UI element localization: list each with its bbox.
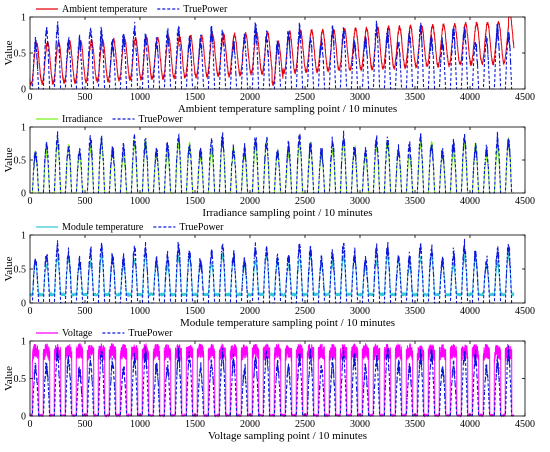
legend-entry: Voltage bbox=[62, 328, 93, 339]
x-tick-label: 500 bbox=[78, 92, 93, 103]
x-tick-label: 2500 bbox=[295, 92, 315, 103]
x-tick-label: 0 bbox=[28, 419, 33, 430]
x-tick-label: 500 bbox=[78, 419, 93, 430]
x-tick-label: 2000 bbox=[240, 306, 260, 317]
x-tick-label: 3500 bbox=[405, 92, 425, 103]
x-tick-label: 2000 bbox=[240, 92, 260, 103]
y-tick-label: 0 bbox=[21, 412, 26, 423]
panel-4: 0 500 1000 1500 2000 2500 3000 3500 4000 4500 0 0.5… bbox=[3, 328, 535, 442]
series-line-voltage bbox=[29, 342, 515, 418]
x-tick-label: 3500 bbox=[405, 196, 425, 207]
legend-entry: TruePower bbox=[183, 4, 228, 15]
legend-entry: TruePower bbox=[139, 114, 184, 125]
x-tick-label: 1000 bbox=[130, 92, 150, 103]
x-tick-label: 4000 bbox=[460, 196, 480, 207]
x-tick-label: 3500 bbox=[405, 306, 425, 317]
x-tick-label: 3000 bbox=[350, 92, 370, 103]
x-tick-label: 1000 bbox=[130, 196, 150, 207]
x-tick-label: 4500 bbox=[515, 419, 535, 430]
x-tick-label: 1500 bbox=[185, 92, 205, 103]
x-tick-label: 3500 bbox=[405, 419, 425, 430]
y-axis-label: Value bbox=[3, 366, 15, 391]
x-tick-label: 3000 bbox=[350, 306, 370, 317]
x-axis-label: Voltage sampling point / 10 minutes bbox=[208, 430, 367, 442]
legend-entry: Module temperature bbox=[62, 222, 144, 233]
x-tick-label: 4500 bbox=[515, 306, 535, 317]
y-axis-label: Value bbox=[3, 40, 15, 65]
x-tick-label: 0 bbox=[28, 92, 33, 103]
legend: Irradiance TruePower bbox=[36, 114, 183, 125]
x-tick-label: 4000 bbox=[460, 306, 480, 317]
y-tick-label: 0.5 bbox=[14, 156, 27, 167]
legend-entry: Irradiance bbox=[62, 114, 103, 125]
x-tick-label: 4000 bbox=[460, 419, 480, 430]
series-line-truepower bbox=[30, 130, 514, 194]
y-tick-label: 1 bbox=[21, 123, 26, 134]
y-tick-label: 0.5 bbox=[14, 374, 27, 385]
x-tick-label: 1500 bbox=[185, 196, 205, 207]
legend-entry: TruePower bbox=[128, 328, 173, 339]
y-axis-label: Value bbox=[3, 256, 15, 281]
x-tick-label: 2000 bbox=[240, 419, 260, 430]
series-line-truepower bbox=[30, 238, 514, 304]
x-tick-label: 2000 bbox=[240, 196, 260, 207]
panel-2: 0 500 1000 1500 2000 2500 3000 3500 4000 4500 0 0.5… bbox=[3, 114, 535, 219]
y-tick-label: 1 bbox=[21, 337, 26, 348]
y-tick-label: 1 bbox=[21, 231, 26, 242]
panel-1: 0 500 1000 1500 2000 2500 3000 3500 4000 4500 0 0.5… bbox=[3, 4, 535, 115]
legend: Ambient temperature TruePower bbox=[36, 4, 228, 15]
y-tick-label: 0 bbox=[21, 85, 26, 96]
x-tick-label: 500 bbox=[78, 306, 93, 317]
y-tick-label: 0.5 bbox=[14, 49, 27, 60]
legend-entry: Ambient temperature bbox=[62, 4, 148, 15]
x-axis-label: Module temperature sampling point / 10 m… bbox=[180, 317, 395, 329]
x-tick-label: 4500 bbox=[515, 196, 535, 207]
series-line-truepower bbox=[30, 345, 514, 417]
x-tick-label: 2500 bbox=[295, 306, 315, 317]
y-tick-label: 1 bbox=[21, 13, 26, 24]
x-tick-label: 3000 bbox=[350, 419, 370, 430]
y-tick-label: 0.5 bbox=[14, 265, 27, 276]
x-axis-label: Irradiance sampling point / 10 minutes bbox=[202, 207, 372, 219]
x-tick-label: 1500 bbox=[185, 419, 205, 430]
x-tick-label: 2500 bbox=[295, 196, 315, 207]
x-axis-label: Ambient temperature sampling point / 10 … bbox=[178, 103, 397, 115]
y-axis-label: Value bbox=[3, 147, 15, 172]
legend: Voltage TruePower bbox=[36, 328, 173, 339]
x-tick-label: 1000 bbox=[130, 419, 150, 430]
x-tick-label: 3000 bbox=[350, 196, 370, 207]
x-tick-label: 4500 bbox=[515, 92, 535, 103]
y-tick-label: 0 bbox=[21, 299, 26, 310]
x-tick-label: 2500 bbox=[295, 419, 315, 430]
x-tick-label: 500 bbox=[78, 196, 93, 207]
x-tick-label: 0 bbox=[28, 306, 33, 317]
x-tick-label: 1000 bbox=[130, 306, 150, 317]
panel-3: 0 500 1000 1500 2000 2500 3000 3500 4000 4500 0 0.5… bbox=[3, 222, 535, 329]
x-tick-label: 4000 bbox=[460, 92, 480, 103]
x-tick-label: 1500 bbox=[185, 306, 205, 317]
y-tick-label: 0 bbox=[21, 189, 26, 200]
x-tick-label: 0 bbox=[28, 196, 33, 207]
legend: Module temperature TruePower bbox=[36, 222, 224, 233]
legend-entry: TruePower bbox=[179, 222, 224, 233]
series-line-module-temperature bbox=[29, 252, 515, 299]
